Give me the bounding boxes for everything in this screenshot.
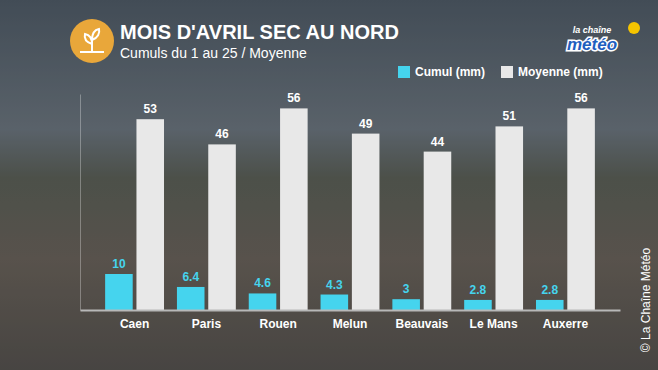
bar	[136, 119, 164, 310]
data-label: 2.8	[470, 283, 487, 297]
data-label: 10	[112, 257, 126, 271]
subtitle: Cumuls du 1 au 25 / Moyenne	[120, 45, 307, 61]
y-axis-line	[80, 95, 81, 311]
data-label: 4.3	[326, 278, 343, 292]
bar	[249, 293, 277, 310]
x-tick-label: Caen	[120, 317, 149, 331]
legend-label: Cumul (mm)	[415, 65, 485, 79]
x-axis-line	[81, 310, 621, 312]
logo-text: météo	[567, 35, 617, 54]
bar	[321, 295, 349, 310]
legend-swatch	[398, 66, 410, 78]
x-tick: Rouen	[260, 317, 297, 331]
data-labels: 10 6.4 4.6 4.3 3 2.8 2.8 53 46 56 49 44 51 56	[112, 91, 588, 297]
data-label: 2.8	[541, 283, 558, 297]
x-tick-label: Auxerre	[543, 317, 589, 331]
logo-sun	[628, 22, 640, 34]
data-label: 44	[431, 135, 445, 149]
bar	[105, 274, 133, 310]
x-tick-label: Beauvais	[395, 317, 448, 331]
legend: Cumul (mm) Moyenne (mm)	[398, 65, 603, 79]
data-label: 49	[359, 117, 373, 131]
bar	[464, 300, 492, 310]
x-tick: Paris	[192, 317, 222, 331]
y-axis	[80, 95, 81, 311]
x-axis: Caen Paris Rouen Melun Beauvais Le Mans Auxerr…	[81, 311, 621, 331]
bar	[280, 108, 308, 310]
bar	[424, 152, 452, 310]
data-label: 6.4	[182, 270, 199, 284]
copyright: © La Chaîne Météo	[639, 248, 653, 353]
x-tick-label: Melun	[333, 317, 368, 331]
x-tick-label: Rouen	[260, 317, 297, 331]
data-label: 4.6	[254, 276, 271, 290]
x-tick: Auxerre	[543, 317, 589, 331]
x-tick: Beauvais	[395, 317, 448, 331]
bar	[177, 287, 205, 310]
icon-plant	[80, 29, 104, 52]
data-label: 51	[503, 109, 517, 123]
bar	[352, 134, 380, 310]
title-icon	[70, 19, 114, 63]
data-label: 53	[144, 102, 158, 116]
bar	[536, 300, 564, 310]
legend-swatch	[501, 66, 513, 78]
icon-circle	[70, 19, 114, 63]
bars	[105, 108, 595, 310]
legend-label: Moyenne (mm)	[518, 65, 603, 79]
bar	[208, 144, 236, 310]
data-label: 46	[215, 127, 229, 141]
logo: la chaînemétéo	[567, 22, 640, 54]
title: MOIS D'AVRIL SEC AU NORD	[120, 21, 399, 43]
x-tick-label: Paris	[192, 317, 222, 331]
x-tick: Caen	[120, 317, 149, 331]
x-tick: Melun	[333, 317, 368, 331]
chart: MOIS D'AVRIL SEC AU NORD Cumuls du 1 au 2…	[0, 0, 658, 370]
background	[0, 0, 658, 370]
series	[136, 108, 594, 310]
x-tick: Le Mans	[470, 317, 518, 331]
x-tick-label: Le Mans	[470, 317, 518, 331]
background-overlay	[0, 0, 658, 370]
logo-text: la chaîne	[573, 25, 612, 35]
data-label: 56	[287, 91, 301, 105]
series	[105, 274, 563, 310]
bar	[392, 299, 420, 310]
data-label: 3	[403, 282, 410, 296]
bar	[567, 108, 595, 310]
bar	[495, 126, 523, 310]
data-label: 56	[574, 91, 588, 105]
